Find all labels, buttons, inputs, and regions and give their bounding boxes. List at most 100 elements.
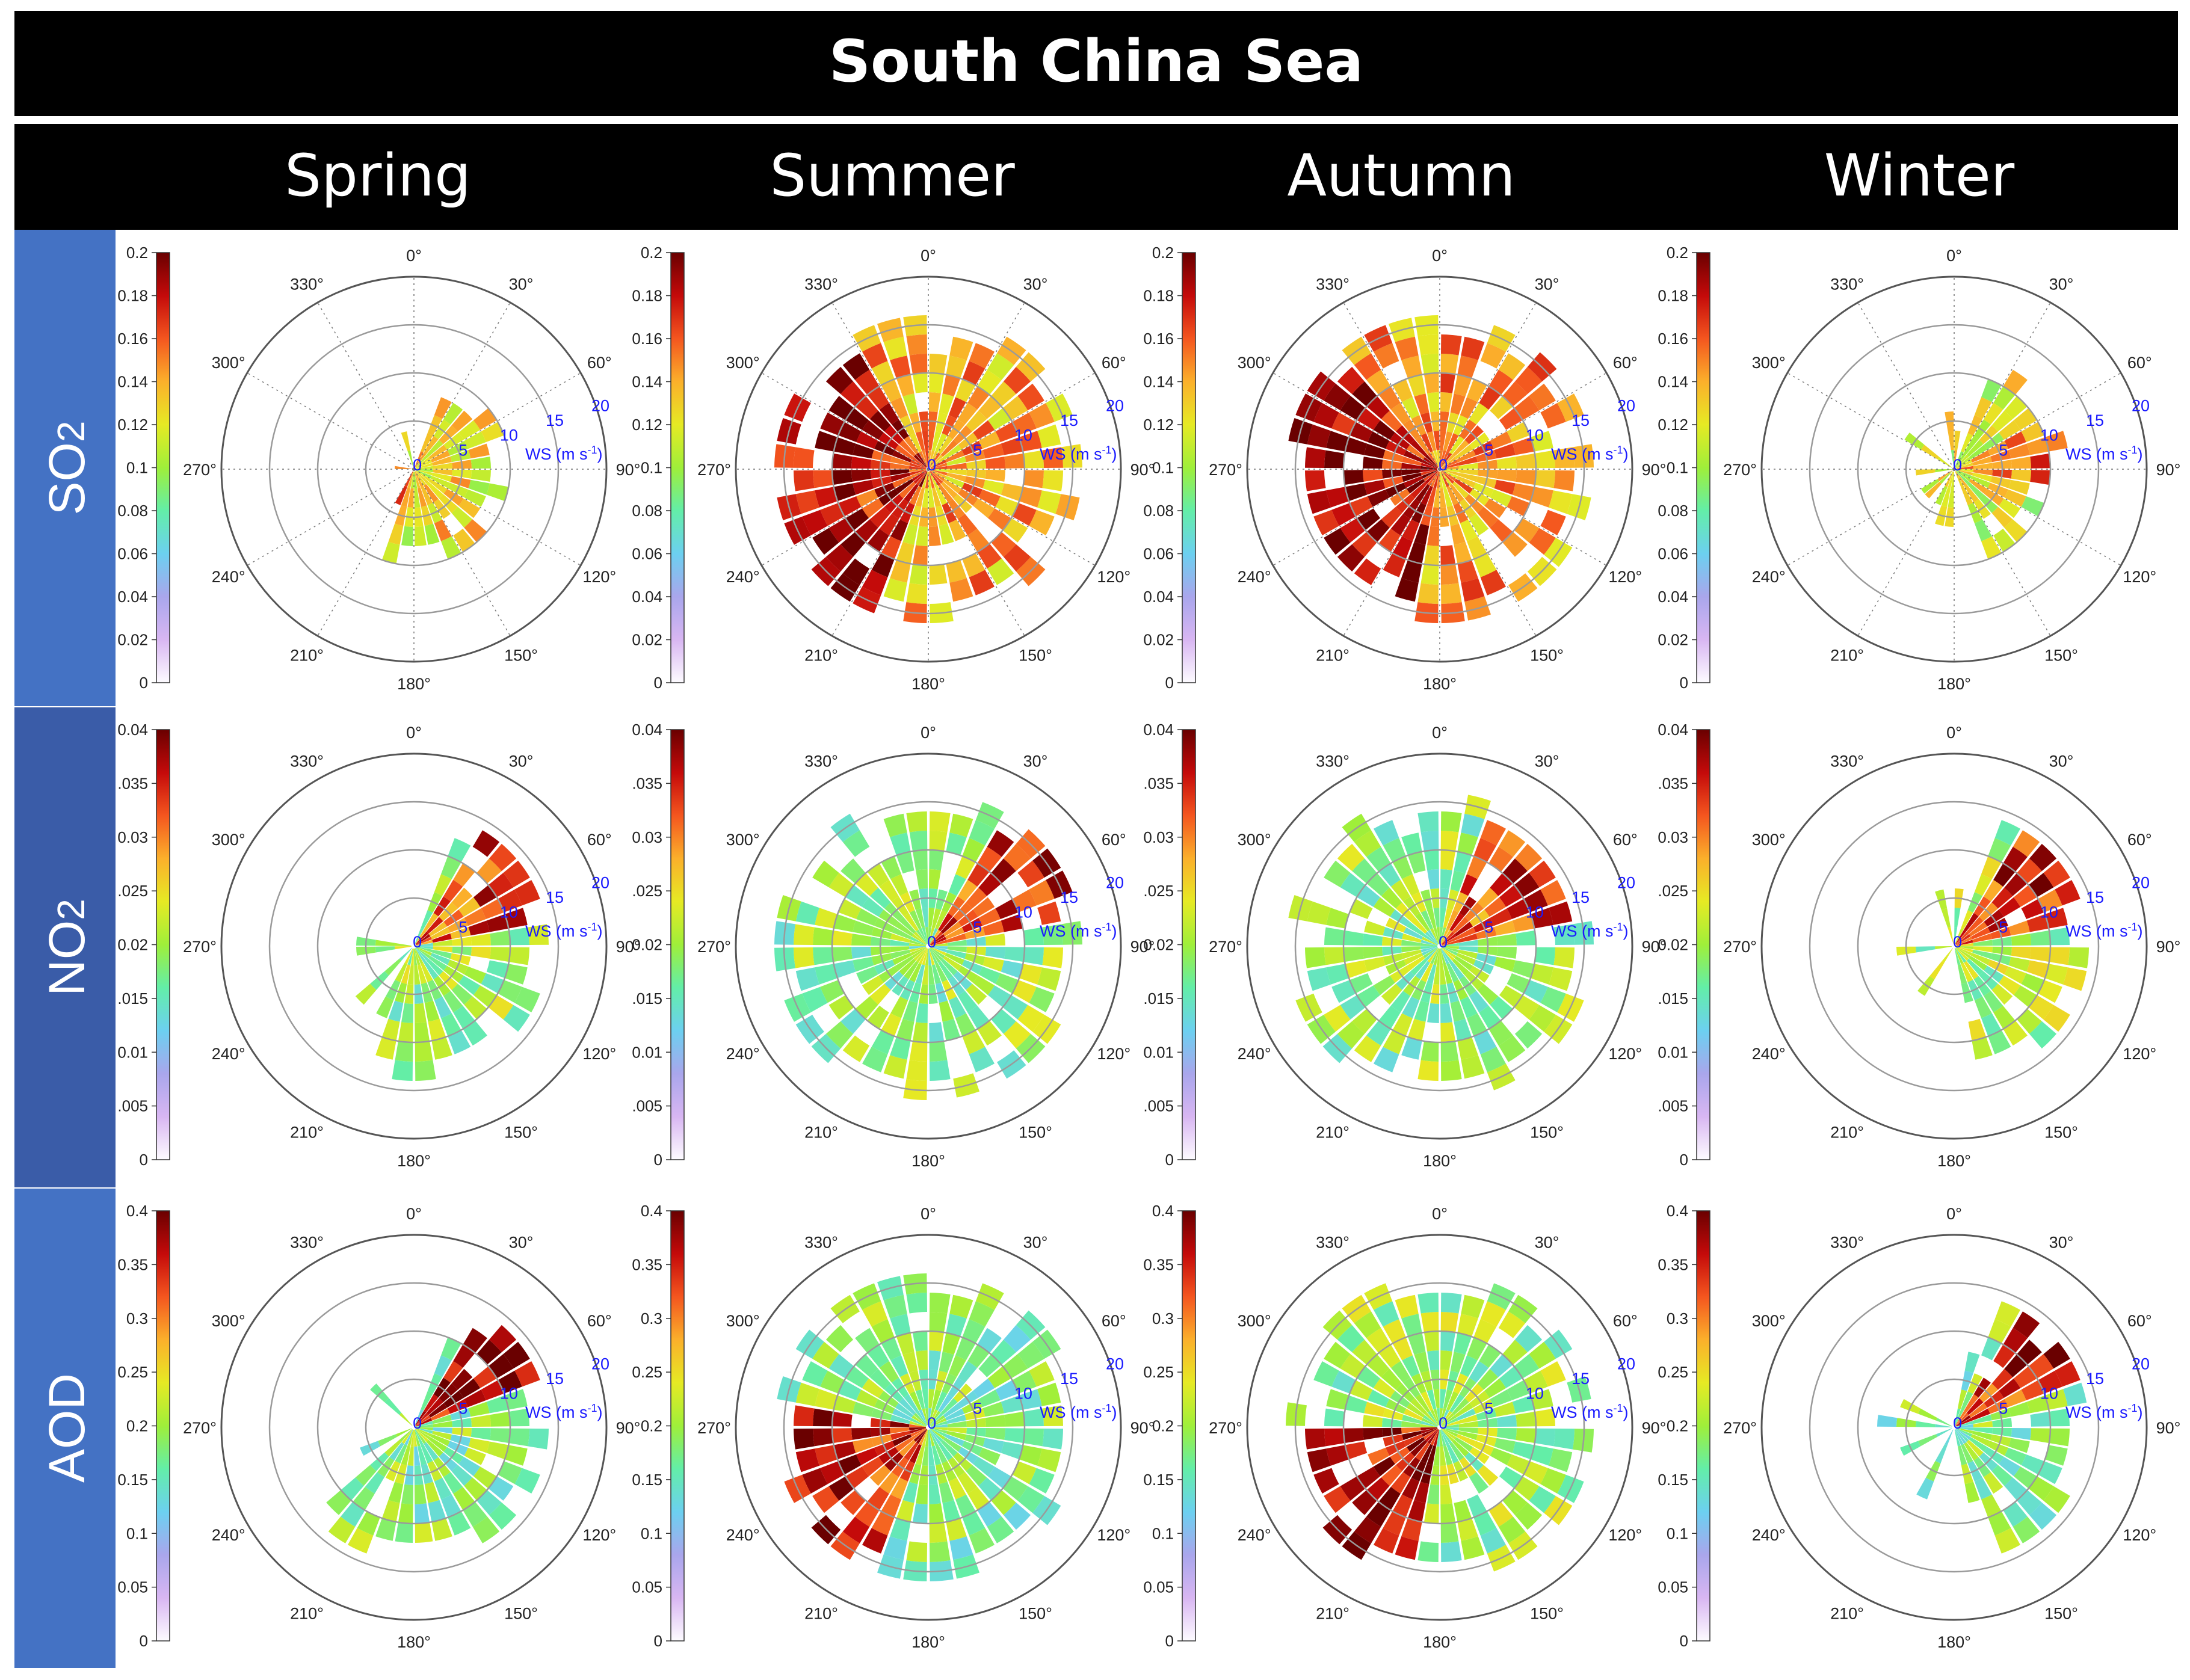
data-cell	[1955, 948, 1964, 964]
angle-label: 180°	[911, 1633, 945, 1651]
data-cell	[1407, 851, 1426, 874]
data-cell	[1458, 933, 1478, 943]
ws-axis-label-main: WS (m s	[2065, 1403, 2127, 1421]
data-cell	[415, 1022, 430, 1042]
data-cell	[1961, 1444, 1973, 1463]
data-cell	[1452, 440, 1469, 457]
data-cell	[453, 863, 475, 887]
speed-ring	[1857, 372, 2052, 567]
data-cell	[862, 420, 884, 440]
angle-label: 330°	[290, 1234, 324, 1252]
data-cell	[892, 1408, 912, 1421]
row-label-so2: SO2	[39, 421, 95, 515]
data-cell	[1023, 1408, 1044, 1427]
data-cell	[415, 948, 424, 964]
data-cell	[1956, 946, 1973, 953]
speed-label: 15	[546, 1370, 564, 1388]
angle-label: 180°	[1423, 1152, 1457, 1170]
data-cell	[1352, 1340, 1377, 1365]
data-cell	[508, 927, 529, 946]
data-cell	[514, 880, 540, 906]
colorbar-tick-label: 0	[654, 1151, 662, 1169]
colorbar-tick-label: 0.35	[1658, 1255, 1688, 1273]
colorbar-tick-label: 0.2	[641, 244, 662, 262]
data-cell	[1407, 1332, 1426, 1355]
data-cell	[430, 1434, 450, 1447]
angle-label: 30°	[509, 1234, 534, 1252]
data-cell	[1549, 1448, 1573, 1472]
data-cell	[1920, 445, 1940, 460]
data-cell	[1512, 1441, 1535, 1460]
data-cell	[1324, 927, 1345, 946]
data-cell	[955, 379, 976, 402]
data-cell	[1436, 927, 1440, 944]
data-cell	[488, 995, 514, 1020]
data-cell	[919, 1409, 928, 1426]
data-cell	[1529, 1341, 1556, 1369]
data-cell	[1446, 910, 1459, 930]
data-cell	[1352, 1009, 1377, 1034]
data-cell	[1951, 471, 1954, 488]
data-cell	[1452, 1439, 1469, 1457]
colorbar-tick-label: 0.04	[117, 721, 148, 739]
data-cell	[490, 930, 510, 946]
data-cell	[838, 1454, 862, 1475]
data-cell	[1948, 431, 1954, 451]
data-cell	[1516, 1428, 1536, 1444]
data-cell	[414, 1429, 421, 1447]
data-cell	[416, 470, 431, 482]
data-cell	[1966, 917, 1984, 934]
data-cell	[1363, 470, 1383, 482]
data-cell	[899, 958, 916, 976]
data-cell	[967, 528, 990, 552]
data-cell	[1401, 469, 1421, 476]
data-cell	[928, 450, 932, 467]
data-cell	[1441, 470, 1455, 484]
colorbar-tick-label: .035	[632, 774, 662, 792]
data-cell	[504, 1445, 528, 1466]
data-cell	[890, 463, 910, 469]
data-cell	[1410, 1439, 1428, 1457]
data-cell	[1458, 1414, 1478, 1424]
data-cell	[867, 1005, 889, 1029]
angle-label: 270°	[697, 461, 731, 479]
data-cell	[916, 526, 928, 546]
data-cell	[1530, 487, 1553, 508]
data-cell	[1440, 450, 1443, 467]
data-cell	[1507, 1454, 1530, 1475]
data-cell	[1441, 1429, 1455, 1442]
data-cell	[967, 1344, 990, 1368]
season-bar	[14, 124, 2178, 230]
data-cell	[430, 953, 450, 965]
data-cell	[1402, 874, 1420, 896]
speed-ring	[879, 1378, 978, 1477]
data-cell	[424, 961, 439, 980]
data-cell	[381, 1500, 400, 1522]
data-cell	[1427, 964, 1437, 984]
colorbar-tick-label: 0.1	[1152, 1524, 1174, 1542]
angle-label: 0°	[406, 724, 422, 742]
data-cell	[416, 1427, 433, 1431]
data-cell	[1449, 1394, 1464, 1413]
data-cell	[922, 965, 928, 985]
data-cell	[1401, 463, 1421, 469]
data-cell	[414, 1429, 418, 1447]
data-cell	[883, 336, 907, 360]
data-cell	[1440, 908, 1446, 928]
data-cell	[441, 1013, 461, 1036]
speed-label: 5	[1999, 1399, 2008, 1417]
colorbar-tick-label: 0	[1165, 1151, 1174, 1169]
angle-label: 120°	[2123, 1526, 2156, 1544]
data-cell	[896, 1332, 915, 1355]
data-cell	[913, 1412, 927, 1426]
data-cell	[1964, 961, 1979, 980]
data-cell	[428, 1403, 448, 1418]
data-cell	[1381, 983, 1402, 1005]
data-cell	[1972, 1430, 1992, 1441]
data-cell	[392, 1060, 413, 1081]
data-cell	[930, 454, 943, 468]
data-cell	[395, 1522, 413, 1543]
data-cell	[946, 456, 966, 466]
data-cell	[2021, 1380, 2044, 1400]
data-cell	[1324, 1005, 1351, 1032]
